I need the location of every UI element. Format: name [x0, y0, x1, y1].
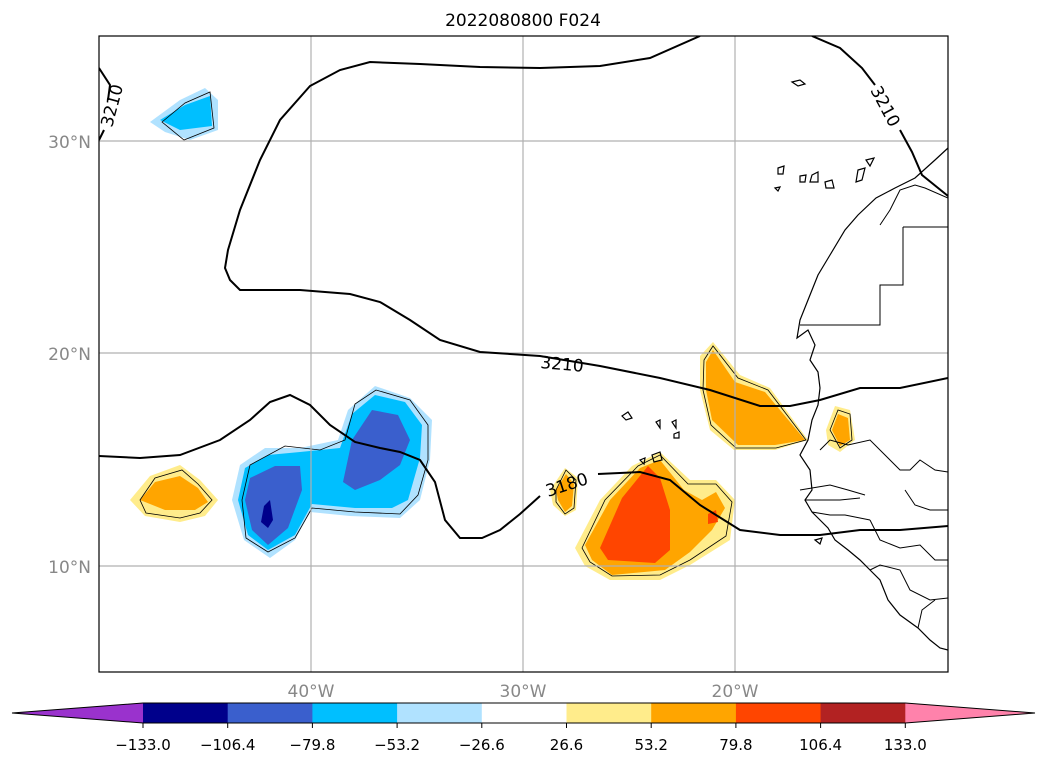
coastlines	[621, 79, 948, 651]
colorbar-extend-high	[905, 703, 1035, 723]
anomaly-atlantic-core-a	[245, 466, 302, 545]
colorbar-tick-label: 133.0	[884, 736, 927, 754]
colorbar-extend-low	[12, 703, 143, 723]
colorbar-tick-label: −106.4	[200, 736, 256, 754]
colorbar-segment	[566, 703, 652, 723]
colorbar-segment	[143, 703, 229, 723]
negative-anomaly-regions	[150, 88, 432, 558]
lat-label-10n: 10°N	[48, 558, 91, 578]
colorbar-segment	[397, 703, 483, 723]
anomaly-senegal-mid	[832, 414, 850, 446]
anomaly-west-africa-spot	[708, 510, 718, 524]
colorbar-tick-label: 106.4	[799, 736, 842, 754]
colorbar-segment	[651, 703, 737, 723]
colorbar-tick-label: −26.6	[459, 736, 505, 754]
height-contours	[99, 36, 948, 539]
colorbar-segment	[481, 703, 567, 723]
longitude-labels: 40°W 30°W 20°W	[288, 682, 759, 702]
map-title: 2022080800 F024	[445, 11, 601, 31]
country-borders	[799, 184, 948, 629]
colorbar-tick-label: 79.8	[719, 736, 752, 754]
lon-label-30w: 30°W	[500, 682, 547, 702]
colorbar: −133.0 −106.4 −79.8 −53.2 −26.6 26.6 53.2 79.8 1…	[11, 702, 1036, 754]
anomaly-canary-mid	[706, 350, 805, 445]
colorbar-segment	[735, 703, 822, 723]
colorbar-tick-label: −133.0	[115, 736, 171, 754]
anomaly-outlines	[139, 91, 853, 577]
colorbar-segment	[312, 703, 398, 723]
contour-label-mid: 3210	[540, 353, 585, 377]
lat-label-30n: 30°N	[48, 133, 91, 153]
anomaly-west-mid	[140, 476, 208, 510]
map-area: 3210 3210 3210 3180	[99, 36, 948, 672]
anomaly-atlantic-core-b	[343, 410, 410, 490]
colorbar-tick-label: −53.2	[374, 736, 420, 754]
lat-label-20n: 20°N	[48, 345, 91, 365]
colorbar-tick-label: −79.8	[289, 736, 335, 754]
latitude-labels: 30°N 20°N 10°N	[48, 133, 91, 578]
positive-anomaly-regions	[130, 342, 855, 580]
anomaly-north-mid	[160, 96, 212, 130]
map-frame-icon	[98, 35, 949, 673]
anomaly-capeverde-mid	[556, 474, 574, 512]
colorbar-segment	[227, 703, 313, 723]
lon-label-40w: 40°W	[288, 682, 335, 702]
anomaly-west-africa-core	[600, 466, 670, 563]
colorbar-segment	[820, 703, 906, 723]
anomaly-atlantic-deep	[261, 500, 273, 528]
lon-label-20w: 20°W	[712, 682, 759, 702]
colorbar-tick-label: 26.6	[550, 736, 583, 754]
colorbar-tick-label: 53.2	[634, 736, 667, 754]
